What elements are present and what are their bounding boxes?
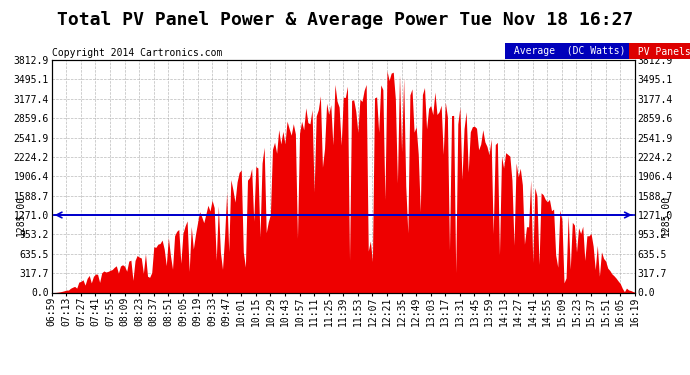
Text: Average  (DC Watts): Average (DC Watts): [508, 46, 631, 56]
Text: Total PV Panel Power & Average Power Tue Nov 18 16:27: Total PV Panel Power & Average Power Tue…: [57, 11, 633, 29]
Text: 1285.00: 1285.00: [661, 194, 671, 236]
Text: PV Panels  (DC Watts): PV Panels (DC Watts): [632, 46, 690, 56]
Text: Copyright 2014 Cartronics.com: Copyright 2014 Cartronics.com: [52, 48, 222, 58]
Text: 1285.00: 1285.00: [16, 194, 26, 236]
